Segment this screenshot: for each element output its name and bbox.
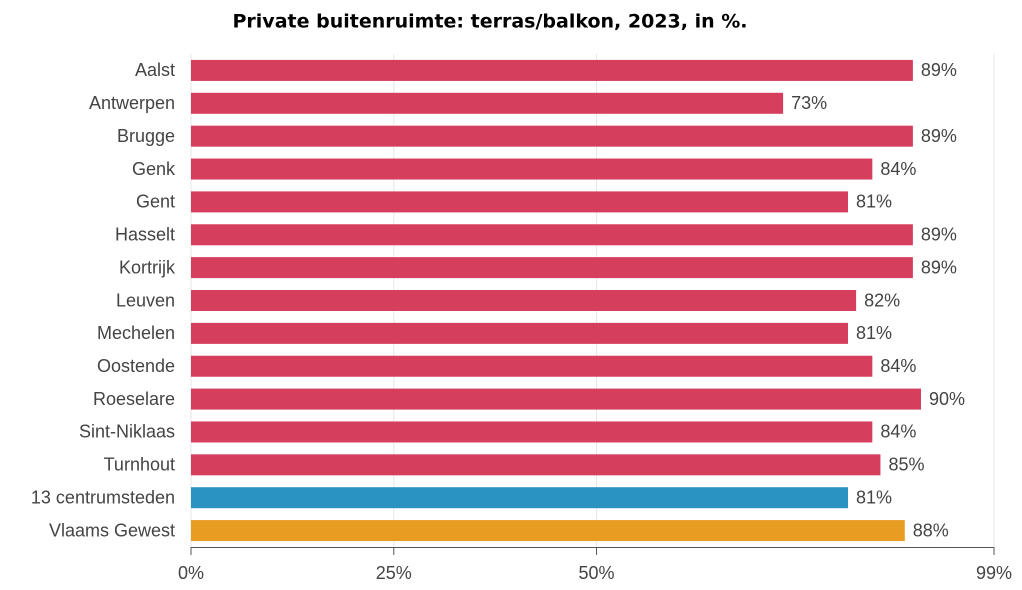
value-label: 73% [791,93,827,113]
y-tick-label: Vlaams Gewest [49,520,175,540]
value-label: 85% [888,455,924,475]
y-tick-label: Turnhout [104,455,175,475]
value-label: 81% [856,323,892,343]
bar [191,92,784,114]
y-tick-label: Aalst [135,60,175,80]
value-label: 84% [880,422,916,442]
value-label: 84% [880,159,916,179]
x-tick-label: 50% [579,563,615,583]
y-tick-label: Leuven [116,290,175,310]
bar [191,290,857,311]
y-tick-label: Antwerpen [89,93,175,113]
value-label: 89% [921,225,957,245]
bar [191,322,848,344]
y-tick-label: Roeselare [93,389,175,409]
value-label: 89% [921,60,957,80]
y-tick-label: Brugge [117,126,175,146]
value-label: 82% [864,290,900,310]
value-label: 89% [921,257,957,277]
y-tick-label: Hasselt [115,225,175,245]
value-label: 90% [929,389,965,409]
bar [191,125,913,147]
value-label: 81% [856,487,892,507]
value-label: 88% [913,520,949,540]
bar [191,224,913,246]
value-label: 81% [856,192,892,212]
bar [191,520,905,542]
bar [191,388,921,410]
y-tick-label: Kortrijk [119,257,176,277]
y-tick-label: Gent [136,192,175,212]
bar [191,59,913,81]
bar [191,158,873,180]
y-tick-label: Mechelen [97,323,175,343]
bar [191,421,873,443]
y-tick-label: Genk [132,159,176,179]
x-tick-label: 25% [376,563,412,583]
x-tick-label: 0% [178,563,204,583]
value-label: 84% [880,356,916,376]
bar [191,487,848,509]
x-tick-label: 99% [976,563,1012,583]
value-label: 89% [921,126,957,146]
bar [191,454,881,476]
bar [191,191,848,213]
y-tick-label: Sint-Niklaas [79,422,175,442]
y-tick-label: Oostende [97,356,175,376]
bar [191,257,913,279]
chart-title: Private buitenruimte: terras/balkon, 202… [233,11,748,33]
y-tick-label: 13 centrumsteden [31,487,175,507]
bar [191,355,873,377]
